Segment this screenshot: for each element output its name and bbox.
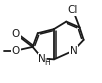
Text: H: H xyxy=(44,58,50,67)
Text: N: N xyxy=(70,46,77,56)
Text: N: N xyxy=(38,54,46,63)
Text: O: O xyxy=(12,29,20,39)
Text: Cl: Cl xyxy=(68,5,78,15)
Text: O: O xyxy=(12,46,20,56)
